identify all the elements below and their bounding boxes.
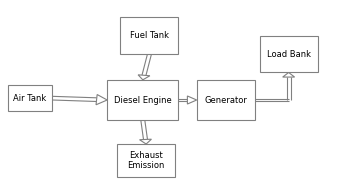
Text: Diesel Engine: Diesel Engine xyxy=(114,95,172,105)
Bar xyxy=(120,17,179,54)
Polygon shape xyxy=(138,75,150,80)
Polygon shape xyxy=(283,73,295,77)
Text: Exhaust
Emission: Exhaust Emission xyxy=(127,151,165,170)
Polygon shape xyxy=(140,139,151,144)
Text: Generator: Generator xyxy=(204,95,247,105)
Text: Fuel Tank: Fuel Tank xyxy=(130,31,169,40)
Text: Air Tank: Air Tank xyxy=(13,94,47,103)
Bar xyxy=(8,85,53,111)
Bar xyxy=(259,36,318,73)
Bar xyxy=(107,80,179,120)
Bar xyxy=(197,80,255,120)
Bar xyxy=(117,144,175,177)
Text: Load Bank: Load Bank xyxy=(267,50,311,59)
Polygon shape xyxy=(96,94,107,105)
Polygon shape xyxy=(187,96,197,104)
